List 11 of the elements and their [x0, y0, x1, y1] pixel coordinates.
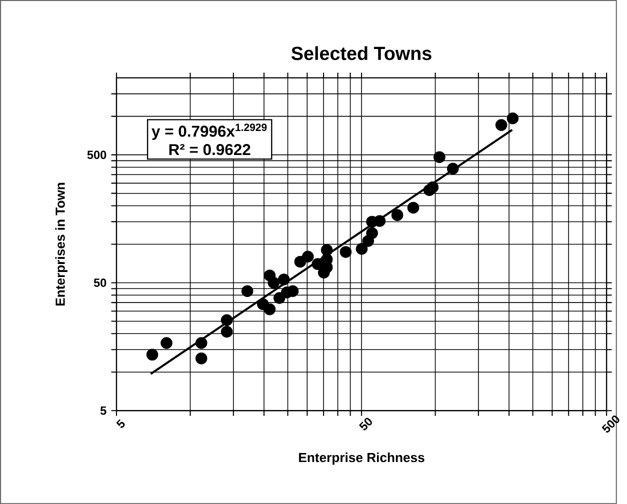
x-tick-label: 500 [602, 415, 620, 432]
y-axis-title: Enterprises in Town [55, 182, 68, 306]
x-axis-title: Enterprise Richness [299, 452, 424, 465]
annotation: R² = 0.9622 [169, 144, 250, 156]
chart-title: Selected Towns [291, 46, 432, 60]
x-tick-label: 5 [116, 419, 125, 428]
annotation: y = 0.7996x$^{1.2929}$ [152, 124, 267, 140]
x-tick-label: 50 [359, 418, 372, 430]
y-tick-label: 5 [100, 406, 106, 415]
y-tick-label: 500 [87, 150, 106, 159]
y-tick-label: 50 [94, 278, 106, 287]
